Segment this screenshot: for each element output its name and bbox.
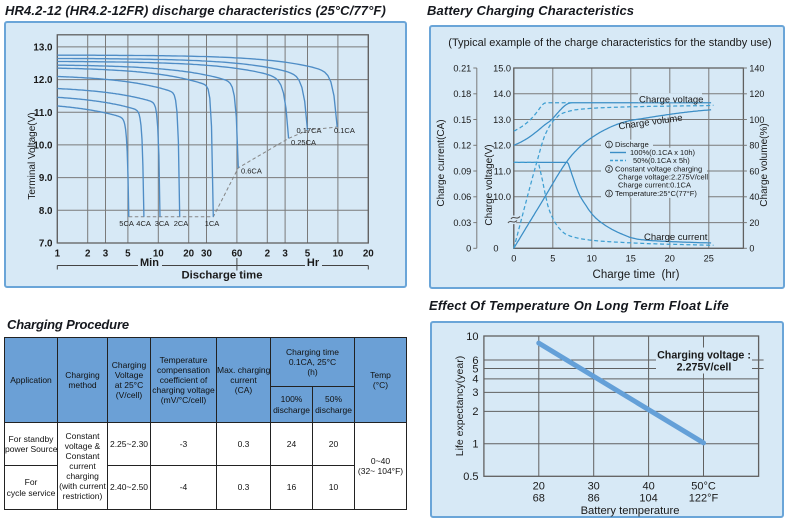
svg-text:14.0: 14.0 [493,89,511,99]
svg-text:0: 0 [511,253,516,263]
svg-text:9.0: 9.0 [39,173,53,184]
svg-text:20: 20 [533,480,545,492]
svg-text:60: 60 [231,249,242,260]
svg-text:Min: Min [140,257,159,269]
svg-text:10.0: 10.0 [33,140,53,151]
svg-text:2: 2 [85,249,91,260]
svg-text:4: 4 [472,374,478,386]
svg-text:0: 0 [749,244,754,254]
svg-text:120: 120 [749,89,764,99]
svg-text:25: 25 [704,253,714,263]
svg-text:2: 2 [265,249,271,260]
svg-text:0.21: 0.21 [453,63,471,73]
svg-text:12.0: 12.0 [493,141,511,151]
svg-text:80: 80 [749,141,759,151]
svg-text:6: 6 [472,355,478,367]
svg-text:5: 5 [125,249,131,260]
svg-text:68: 68 [533,492,545,504]
svg-text:13.0: 13.0 [493,115,511,125]
svg-text:10.0: 10.0 [493,192,511,202]
svg-text:122°F: 122°F [689,492,719,504]
svg-text:0.6CA: 0.6CA [241,167,262,176]
svg-text:Charge current:0.1CA: Charge current:0.1CA [618,181,691,190]
svg-text:104: 104 [639,492,657,504]
svg-text:3CA: 3CA [155,219,170,228]
svg-text:0.25CA: 0.25CA [291,138,316,147]
svg-text:2.275V/cell: 2.275V/cell [677,362,732,374]
svg-text:0.12: 0.12 [453,141,471,151]
svg-text:0.5: 0.5 [463,471,478,483]
svg-text:4CA: 4CA [136,219,151,228]
svg-text:3: 3 [608,192,611,198]
svg-text:86: 86 [588,492,600,504]
svg-text:11.0: 11.0 [494,166,511,176]
svg-text:Terminal Voltage(V): Terminal Voltage(V) [27,112,38,199]
svg-text:Charge current(CA): Charge current(CA) [436,119,447,206]
svg-text:50°C: 50°C [691,480,716,492]
svg-text:30: 30 [588,480,600,492]
svg-text:Charge current: Charge current [644,232,708,243]
svg-text:20: 20 [749,218,759,228]
svg-text:0.1CA: 0.1CA [334,126,355,135]
svg-text:0.18: 0.18 [453,89,471,99]
svg-text:0.17CA: 0.17CA [297,126,322,135]
svg-text:1: 1 [608,143,611,149]
svg-text:1: 1 [472,439,478,451]
svg-text:60: 60 [749,166,759,176]
svg-text:3: 3 [103,249,109,260]
svg-text:13.0: 13.0 [33,42,53,53]
svg-text:8.0: 8.0 [39,206,53,217]
svg-text:20: 20 [363,249,374,260]
svg-text:2CA: 2CA [174,219,189,228]
svg-text:Hr: Hr [307,257,320,269]
svg-text:Charge time (hr): Charge time (hr) [593,269,680,281]
svg-text:15.0: 15.0 [493,63,511,73]
svg-text:Charge voltage:2.275V/cell: Charge voltage:2.275V/cell [618,173,708,182]
svg-text:Discharge time: Discharge time [182,270,263,282]
svg-text:Life expectancy(year): Life expectancy(year) [454,356,466,456]
svg-text:5: 5 [550,253,555,263]
svg-text:50%(0.1CA x 5h): 50%(0.1CA x 5h) [633,156,690,165]
svg-text:Charging voltage :: Charging voltage : [657,350,751,362]
svg-text:0: 0 [493,244,498,254]
svg-text:15: 15 [626,253,636,263]
svg-text:5CA: 5CA [119,219,134,228]
svg-text:0: 0 [466,244,471,254]
svg-text:Charge voltage: Charge voltage [639,95,703,106]
svg-text:10: 10 [153,249,164,260]
svg-text:20: 20 [183,249,194,260]
svg-text:11.0: 11.0 [34,108,53,119]
svg-text:30: 30 [201,249,212,260]
svg-text:Charge voltage(V): Charge voltage(V) [484,144,495,225]
svg-text:20: 20 [665,253,675,263]
svg-text:5: 5 [305,249,311,260]
svg-text:Constant voltage charging: Constant voltage charging [615,165,702,174]
svg-text:10: 10 [332,249,343,260]
svg-text:(Typical example of the charge: (Typical example of the charge character… [448,37,771,49]
svg-text:10: 10 [587,253,597,263]
svg-text:40: 40 [749,192,759,202]
svg-text:7.0: 7.0 [39,239,53,250]
svg-text:Battery temperature: Battery temperature [581,505,680,517]
svg-text:12.0: 12.0 [33,75,53,86]
svg-text:0.03: 0.03 [453,218,471,228]
svg-text:0.15: 0.15 [453,115,471,125]
svg-text:Discharge: Discharge [615,140,649,149]
svg-text:5: 5 [472,363,478,375]
svg-text:100: 100 [749,115,764,125]
svg-text:2: 2 [608,167,611,173]
svg-text:Temperature:25°C(77°F): Temperature:25°C(77°F) [615,189,697,198]
svg-text:10: 10 [466,331,478,343]
svg-text:Charge volume(%): Charge volume(%) [759,123,770,206]
svg-text:3: 3 [472,387,478,399]
svg-text:40: 40 [642,480,654,492]
svg-text:3: 3 [282,249,288,260]
svg-text:0.09: 0.09 [453,166,471,176]
svg-text:0.06: 0.06 [453,192,471,202]
svg-text:1: 1 [55,249,61,260]
svg-text:100%(0.1CA x 10h): 100%(0.1CA x 10h) [630,148,696,157]
svg-text:140: 140 [749,63,764,73]
svg-text:2: 2 [472,406,478,418]
svg-text:1CA: 1CA [205,219,220,228]
